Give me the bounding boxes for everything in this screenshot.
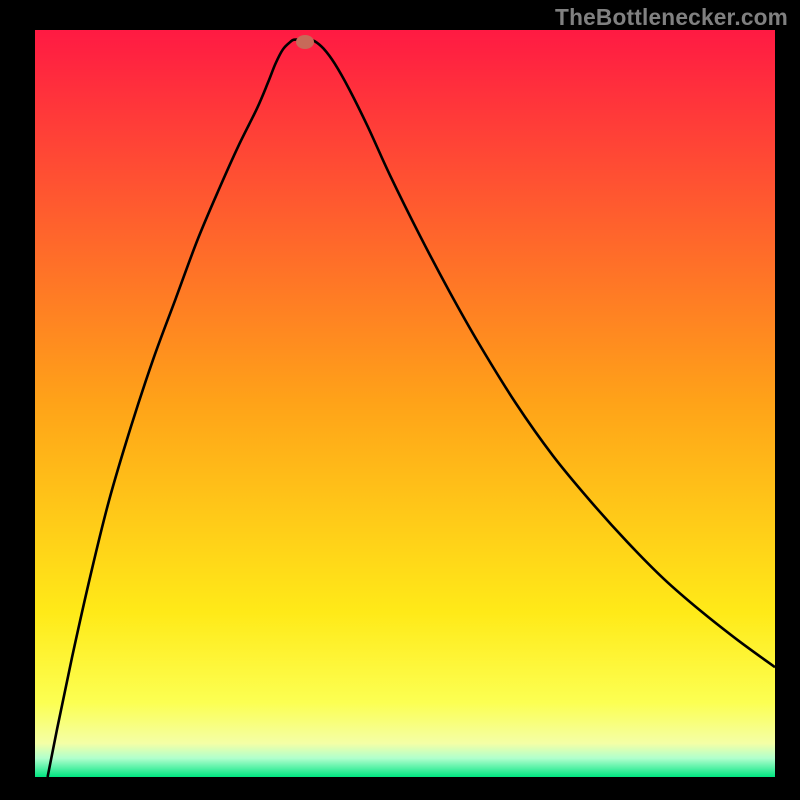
bottleneck-curve bbox=[35, 30, 775, 777]
optimal-point-marker bbox=[296, 35, 314, 49]
plot-area bbox=[35, 30, 775, 777]
watermark-text: TheBottlenecker.com bbox=[555, 4, 788, 31]
curve-path bbox=[48, 40, 775, 777]
chart-frame: TheBottlenecker.com bbox=[0, 0, 800, 800]
